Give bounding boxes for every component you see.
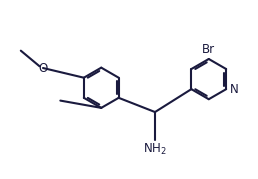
Text: O: O (38, 62, 48, 74)
Text: Br: Br (202, 43, 215, 55)
Text: NH$_2$: NH$_2$ (143, 142, 167, 157)
Text: N: N (230, 83, 238, 96)
